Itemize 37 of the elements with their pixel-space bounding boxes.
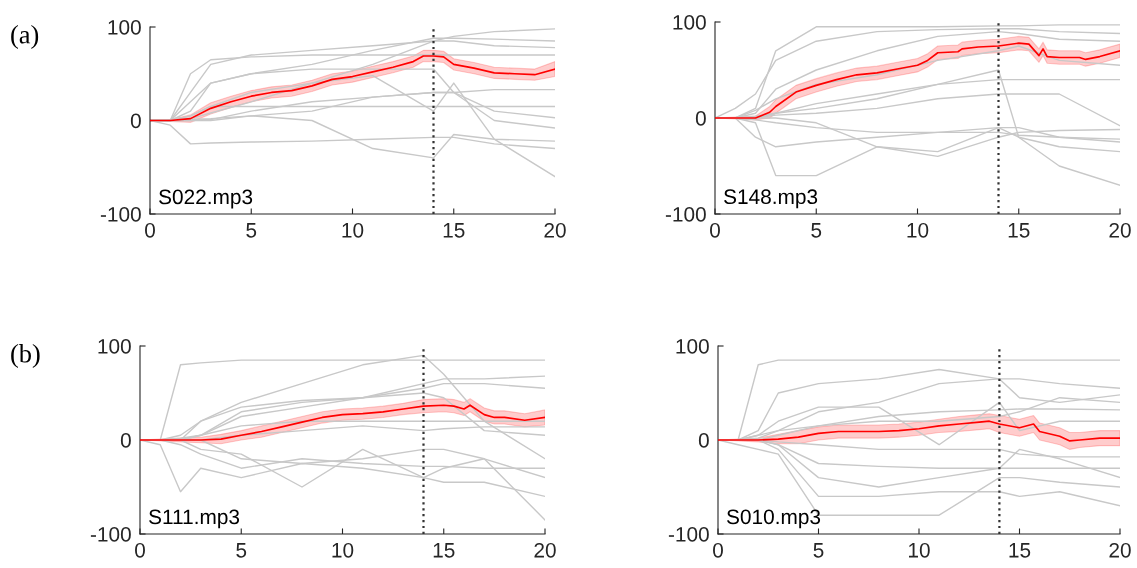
annotation: S022.mp3 — [159, 189, 253, 209]
x-tick-label: 20 — [1109, 222, 1131, 238]
x-tick-label: 0 — [713, 542, 723, 558]
x-tick-label: 10 — [909, 542, 930, 558]
chart-title: (b) — [11, 344, 40, 368]
y-tick-label: -100 — [665, 207, 706, 222]
x-tick-label: 15 — [1008, 223, 1030, 238]
y-tick-label: 100 — [676, 339, 709, 354]
x-tick-label: 20 — [534, 542, 556, 558]
x-tick-label: 0 — [710, 222, 720, 238]
annotation: S010.mp3 — [726, 509, 821, 529]
annotation: S148.mp3 — [724, 189, 818, 209]
y-tick-label: 0 — [698, 433, 709, 448]
y-tick-label: -100 — [668, 527, 709, 542]
annotation: S111.mp3 — [149, 509, 240, 529]
y-tick-label: 100 — [108, 20, 141, 35]
y-tick-label: 100 — [98, 339, 131, 354]
x-tick-label: 15 — [433, 543, 455, 558]
x-tick-label: 10 — [332, 542, 354, 558]
x-tick-label: 5 — [246, 223, 257, 238]
x-tick-label: 10 — [907, 222, 929, 238]
x-tick-label: 5 — [813, 543, 824, 558]
x-tick-label: 15 — [1009, 543, 1031, 558]
x-tick-label: 5 — [236, 543, 247, 558]
chart-title: (a) — [11, 25, 39, 49]
y-tick-label: 0 — [120, 433, 131, 448]
x-tick-label: 10 — [342, 222, 364, 238]
y-tick-label: -100 — [100, 207, 141, 222]
y-tick-label: -100 — [90, 527, 131, 542]
x-tick-label: 20 — [1109, 542, 1131, 558]
y-tick-label: 100 — [673, 15, 706, 30]
x-tick-label: 15 — [443, 223, 465, 238]
y-tick-label: 0 — [695, 111, 706, 126]
x-tick-label: 5 — [811, 223, 822, 238]
x-tick-label: 20 — [544, 222, 566, 238]
y-tick-label: 0 — [130, 113, 141, 129]
x-tick-label: 0 — [145, 222, 155, 238]
